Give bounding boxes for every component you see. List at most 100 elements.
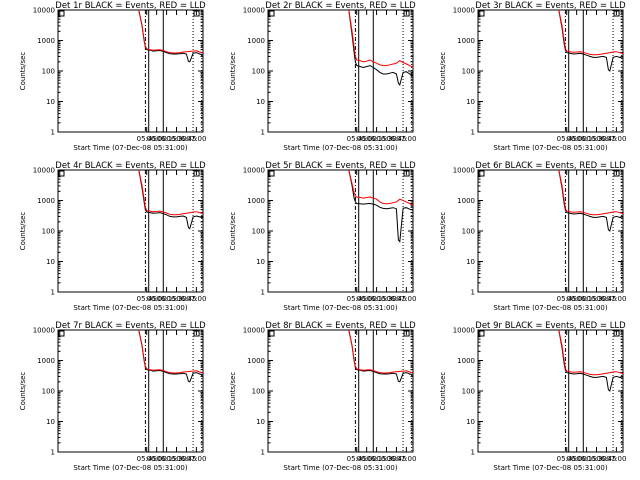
corner-marker-box (268, 170, 275, 177)
y-tick-label: 10000 (243, 7, 265, 15)
y-tick-label: 1000 (247, 197, 265, 205)
y-tick-label: 10000 (453, 327, 475, 335)
corner-marker-box (268, 330, 275, 337)
y-tick-label: 100 (462, 68, 475, 76)
y-tick-label: 10 (46, 258, 55, 266)
x-tick-label: 05:45 (137, 135, 157, 143)
x-tick-label: 06:30 (166, 455, 186, 463)
x-tick-label: 06:15 (156, 295, 176, 303)
x-tick-label: 07:00 (396, 135, 416, 143)
plot-frame (477, 9, 624, 133)
corner-marker-box (478, 170, 485, 177)
x-tick-label: 05:45 (347, 455, 367, 463)
y-tick-label: 10000 (33, 327, 55, 335)
y-tick-label: 1 (471, 449, 475, 457)
y-tick-label: 100 (252, 68, 265, 76)
x-tick-label: 06:30 (166, 295, 186, 303)
y-tick-label: 1 (471, 289, 475, 297)
series-group (558, 330, 623, 392)
x-tick-label: 05:45 (557, 135, 577, 143)
x-tick-label: 06:00 (147, 135, 167, 143)
series-line-events (558, 10, 623, 72)
y-tick-label: 10000 (453, 167, 475, 175)
panel-title: Det 1r BLACK = Events, RED = LLD (55, 1, 206, 11)
chart-panel-8: Det 8r BLACK = Events, RED = LLD 1 10 100 10… (229, 321, 416, 472)
x-axis-label: Start Time (07-Dec-08 05:31:00) (283, 464, 397, 472)
x-tick-label: 07:00 (396, 295, 416, 303)
x-tick-label: 05:45 (347, 135, 367, 143)
x-axis-label: Start Time (07-Dec-08 05:31:00) (283, 304, 397, 312)
series-group (138, 170, 203, 230)
series-line-lld (138, 170, 203, 216)
y-tick-label: 1 (471, 129, 475, 137)
series-line-events (558, 330, 623, 392)
x-tick-label: 06:45 (596, 295, 616, 303)
x-axis-label: Start Time (07-Dec-08 05:31:00) (493, 304, 607, 312)
series-line-lld (558, 10, 623, 56)
plot-frame (477, 329, 624, 453)
corner-marker-box (403, 330, 410, 337)
x-tick-label: 07:00 (186, 135, 206, 143)
y-tick-label: 100 (42, 228, 55, 236)
series-group (348, 10, 413, 87)
x-tick-label: 07:00 (606, 295, 626, 303)
x-tick-label: 05:45 (137, 295, 157, 303)
x-tick-label: 06:00 (357, 455, 377, 463)
panel-title: Det 2r BLACK = Events, RED = LLD (265, 1, 416, 11)
y-axis-label: Counts/sec (229, 372, 237, 411)
x-tick-label: 06:45 (386, 295, 406, 303)
panel-title: Det 8r BLACK = Events, RED = LLD (265, 321, 416, 331)
y-tick-label: 10 (46, 418, 55, 426)
x-tick-label: 06:00 (567, 295, 587, 303)
plot-frame (267, 9, 414, 133)
series-group (558, 10, 623, 72)
y-tick-label: 1000 (37, 197, 55, 205)
y-tick-label: 1000 (247, 357, 265, 365)
series-line-lld (348, 170, 413, 206)
x-tick-label: 06:00 (567, 455, 587, 463)
corner-marker-box (58, 10, 65, 17)
y-tick-label: 100 (252, 388, 265, 396)
x-tick-label: 06:30 (376, 455, 396, 463)
x-tick-label: 05:45 (347, 295, 367, 303)
x-axis-label: Start Time (07-Dec-08 05:31:00) (73, 144, 187, 152)
y-axis-label: Counts/sec (19, 372, 27, 411)
x-tick-label: 07:00 (186, 455, 206, 463)
y-tick-label: 1000 (247, 37, 265, 45)
x-tick-label: 06:45 (386, 455, 406, 463)
corner-marker-box (193, 330, 200, 337)
y-tick-label: 10000 (33, 167, 55, 175)
y-tick-label: 10000 (33, 7, 55, 15)
series-line-events (348, 10, 413, 87)
x-axis-label: Start Time (07-Dec-08 05:31:00) (73, 304, 187, 312)
x-tick-label: 06:15 (576, 135, 596, 143)
series-line-lld (348, 10, 413, 68)
corner-marker-box (613, 170, 620, 177)
y-axis-label: Counts/sec (439, 212, 447, 251)
x-tick-label: 06:15 (366, 455, 386, 463)
y-tick-label: 1000 (457, 357, 475, 365)
corner-marker-box (613, 10, 620, 17)
x-axis-label: Start Time (07-Dec-08 05:31:00) (283, 144, 397, 152)
y-axis-label: Counts/sec (19, 52, 27, 91)
y-tick-label: 1000 (457, 37, 475, 45)
x-tick-label: 06:00 (567, 135, 587, 143)
plot-frame (57, 329, 204, 453)
y-tick-label: 10000 (243, 167, 265, 175)
x-tick-label: 06:45 (596, 455, 616, 463)
x-axis-label: Start Time (07-Dec-08 05:31:00) (493, 464, 607, 472)
corner-marker-box (58, 170, 65, 177)
x-tick-label: 06:15 (366, 135, 386, 143)
y-tick-label: 1000 (37, 357, 55, 365)
x-tick-label: 06:15 (156, 135, 176, 143)
x-tick-label: 05:45 (557, 295, 577, 303)
chart-panel-4: Det 4r BLACK = Events, RED = LLD 1 10 100 10… (19, 161, 206, 312)
chart-panel-2: Det 2r BLACK = Events, RED = LLD 1 10 100 10… (229, 1, 416, 152)
y-tick-label: 10 (466, 258, 475, 266)
plot-frame (57, 9, 204, 133)
x-tick-label: 07:00 (396, 455, 416, 463)
x-tick-label: 06:00 (357, 295, 377, 303)
x-axis-label: Start Time (07-Dec-08 05:31:00) (493, 144, 607, 152)
y-tick-label: 1 (261, 289, 265, 297)
